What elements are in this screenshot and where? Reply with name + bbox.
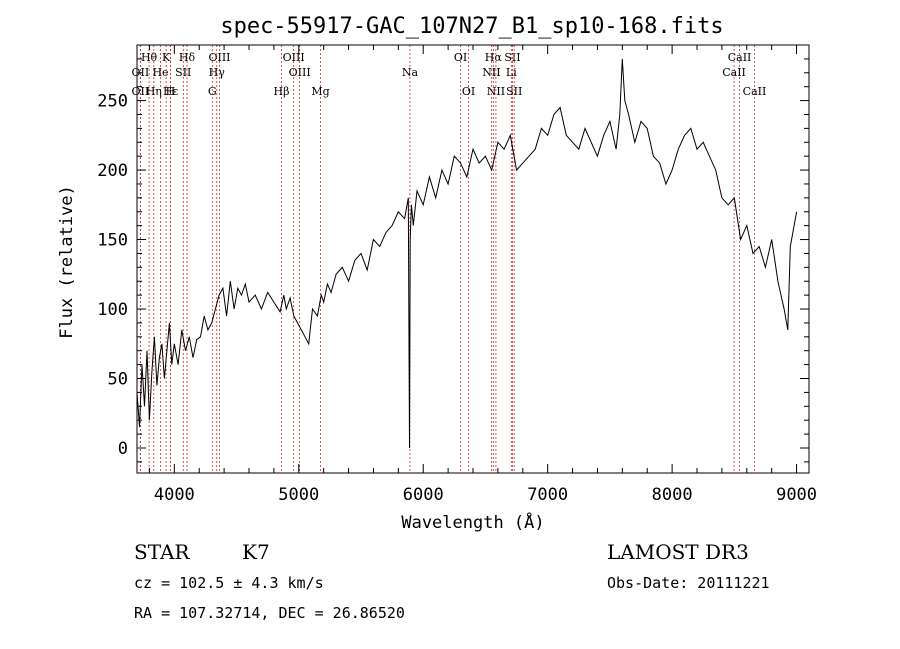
marker-label: Hδ bbox=[179, 51, 196, 64]
line-markers: HθOIIOIIHεHeHηKHHδSIIOIIIHγGHβOIIIOIIIMg… bbox=[132, 45, 767, 473]
marker-label: Hβ bbox=[274, 85, 290, 98]
marker-label: Hε bbox=[163, 85, 179, 98]
marker-label: Li bbox=[506, 66, 517, 79]
x-tick-label: 7000 bbox=[527, 485, 568, 505]
marker-label: OIII bbox=[283, 51, 305, 64]
marker-label: NII bbox=[482, 66, 500, 79]
marker-label: He bbox=[152, 66, 168, 79]
object-subclass: K7 bbox=[242, 540, 270, 564]
x-axis: 4000 5000 6000 7000 8000 9000 bbox=[148, 45, 817, 505]
marker-label: OI bbox=[462, 85, 475, 98]
survey-name: LAMOST DR3 bbox=[607, 540, 749, 564]
object-class: STAR bbox=[134, 540, 190, 564]
y-tick-label: 50 bbox=[108, 370, 128, 390]
chart-title: spec-55917-GAC_107N27_B1_sp10-168.fits bbox=[220, 14, 723, 39]
marker-label: OI bbox=[454, 51, 467, 64]
marker-label: OIII bbox=[289, 66, 311, 79]
x-tick-label: 9000 bbox=[776, 485, 817, 505]
marker-label: CaII bbox=[728, 51, 752, 64]
redshift-cz: cz = 102.5 ± 4.3 km/s bbox=[134, 574, 324, 592]
marker-label: H bbox=[166, 85, 176, 98]
marker-label: SII bbox=[506, 85, 522, 98]
y-tick-label: 150 bbox=[97, 231, 128, 251]
x-tick-label: 5000 bbox=[278, 485, 319, 505]
y-tick-label: 200 bbox=[97, 161, 128, 181]
x-tick-label: 8000 bbox=[652, 485, 693, 505]
y-tick-label: 100 bbox=[97, 300, 128, 320]
coordinates: RA = 107.32714, DEC = 26.86520 bbox=[134, 604, 405, 622]
marker-label: Na bbox=[402, 66, 419, 79]
marker-label: Hη bbox=[146, 85, 162, 98]
marker-label: Hα bbox=[485, 51, 503, 64]
series-layer bbox=[136, 58, 798, 449]
marker-label: SII bbox=[504, 51, 520, 64]
plot-frame bbox=[136, 44, 810, 474]
x-tick-label: 6000 bbox=[403, 485, 444, 505]
y-axis: 0 50 100 150 200 250 bbox=[97, 58, 809, 463]
x-tick-label: 4000 bbox=[154, 485, 195, 505]
obs-date: Obs-Date: 20111221 bbox=[607, 574, 770, 592]
marker-label: G bbox=[208, 85, 217, 98]
marker-label: Hθ bbox=[141, 51, 158, 64]
marker-label: SII bbox=[175, 66, 191, 79]
y-tick-label: 250 bbox=[97, 92, 128, 112]
marker-label: OII bbox=[132, 85, 150, 98]
y-axis-label: Flux (relative) bbox=[57, 185, 77, 339]
x-axis-label: Wavelength (Å) bbox=[401, 511, 544, 533]
marker-label: NII bbox=[487, 85, 505, 98]
marker-label: Mg bbox=[311, 85, 329, 98]
series-line-flux bbox=[136, 58, 798, 449]
marker-label: OIII bbox=[208, 51, 230, 64]
marker-label: CaII bbox=[722, 66, 746, 79]
marker-label: Hγ bbox=[209, 66, 226, 79]
marker-label: K bbox=[162, 51, 171, 64]
y-tick-label: 0 bbox=[118, 439, 128, 459]
marker-label: CaII bbox=[743, 85, 767, 98]
